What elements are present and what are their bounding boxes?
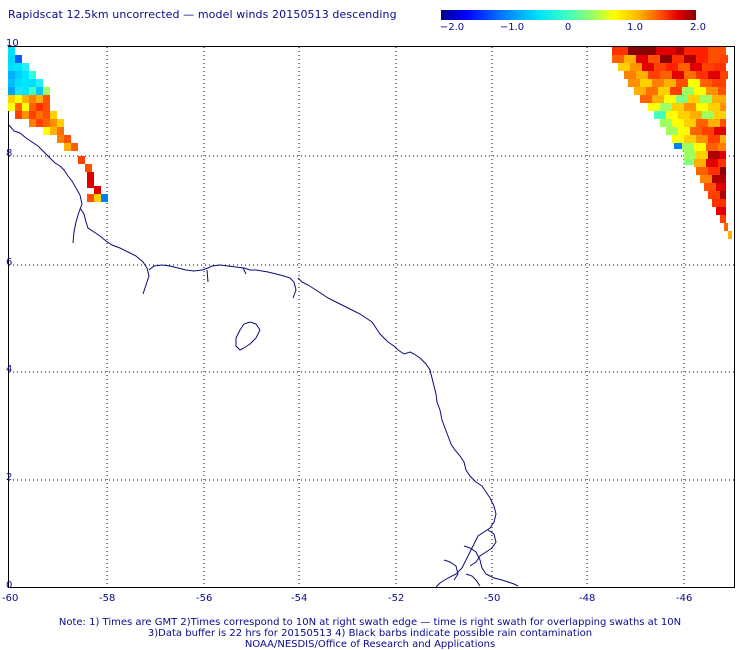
- lat-label: 0: [6, 580, 13, 591]
- footnote-line-2: 3)Data buffer is 22 hrs for 20150513 4) …: [147, 628, 593, 639]
- colorbar-tick: −1.0: [499, 22, 525, 33]
- lat-label: 8: [6, 148, 13, 159]
- map-title: Rapidscat 12.5km uncorrected — model win…: [8, 8, 397, 21]
- colorbar-tick: −2.0: [439, 22, 465, 33]
- colorbar-tick: 2.0: [690, 22, 706, 33]
- gridlines: [9, 47, 734, 587]
- wind-swath-right: [612, 47, 732, 239]
- coastline: [8, 124, 519, 588]
- wind-swath-left: [8, 47, 108, 202]
- colorbar-tick: 1.0: [627, 22, 643, 33]
- lon-label: -46: [676, 593, 693, 604]
- footnote-line-3: NOAA/NESDIS/Office of Research and Appli…: [244, 639, 496, 650]
- lat-label: 10: [6, 38, 19, 49]
- lat-label: 2: [6, 472, 13, 483]
- lon-label: -56: [196, 593, 213, 604]
- colorbar: [441, 10, 696, 20]
- lat-label: 6: [6, 257, 13, 268]
- lon-label: -58: [99, 593, 116, 604]
- lon-label: -60: [2, 593, 19, 604]
- lon-label: -54: [291, 593, 308, 604]
- lon-label: -52: [388, 593, 405, 604]
- colorbar-tick: 0: [564, 22, 572, 33]
- lon-label: -50: [484, 593, 501, 604]
- plot-frame: [8, 46, 735, 588]
- lon-label: -48: [579, 593, 596, 604]
- footnote-line-1: Note: 1) Times are GMT 2)Times correspon…: [58, 617, 682, 628]
- lat-label: 4: [6, 364, 13, 375]
